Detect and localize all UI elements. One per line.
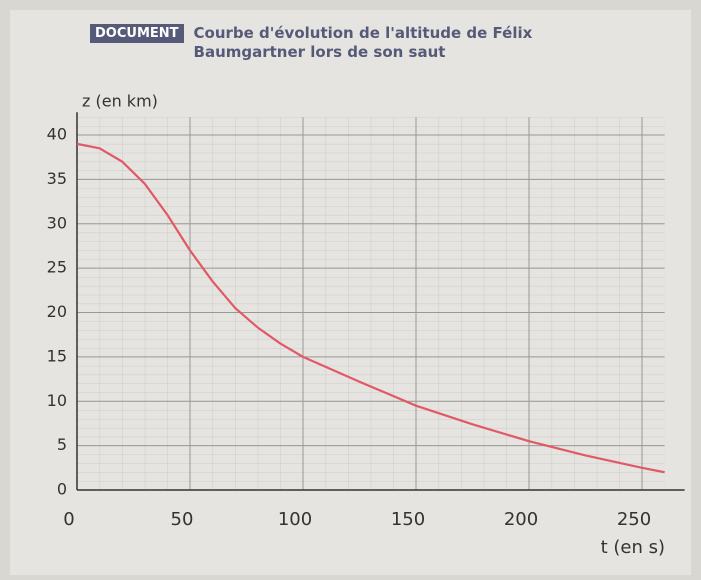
badge: DOCUMENT [90,24,184,43]
header: DOCUMENT Courbe d'évolution de l'altitud… [90,24,560,62]
data-line [76,142,665,474]
y-tick-label: 0 [57,480,67,499]
y-tick-label: 20 [47,302,67,321]
x-tick-label: 200 [504,509,538,530]
minor-grid [77,117,665,490]
x-tick-label: 150 [391,509,425,530]
x-tick-label: 100 [278,509,312,530]
x-axis-label: t (en s) [601,537,665,558]
y-tick-label: 25 [47,258,67,277]
x-tick-label: 0 [63,509,74,530]
y-tick-label: 15 [47,346,67,365]
y-axis-label: z (en km) [82,92,158,111]
x-tick-label: 250 [617,509,651,530]
y-tick-label: 35 [47,169,67,188]
chart-title: Courbe d'évolution de l'altitude de Féli… [193,24,533,61]
y-tick-label: 30 [47,213,67,232]
y-tick-label: 40 [47,125,67,144]
y-tick-label: 5 [57,435,67,454]
y-tick-label: 10 [47,391,67,410]
x-tick-label: 50 [171,509,194,530]
